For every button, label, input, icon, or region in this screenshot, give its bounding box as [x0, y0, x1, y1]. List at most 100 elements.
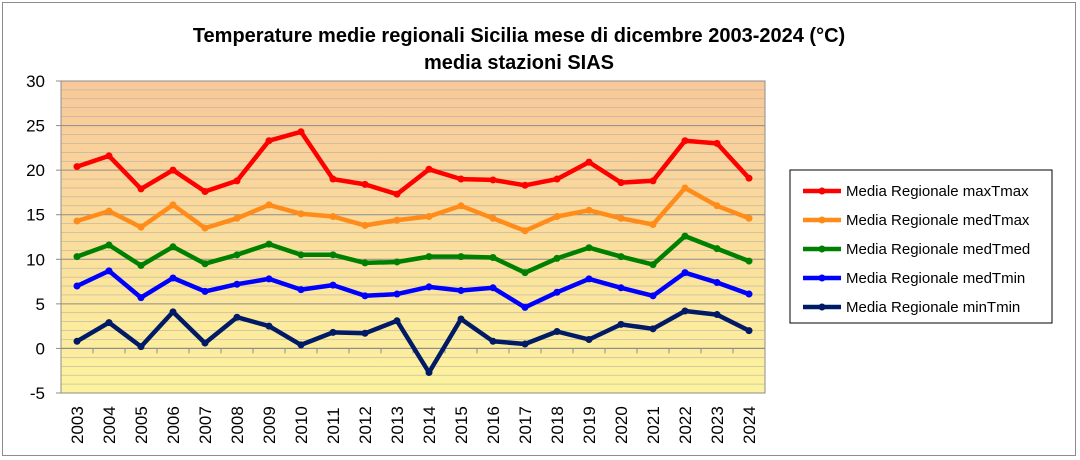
data-point	[393, 216, 401, 224]
data-point	[169, 243, 177, 251]
data-point	[489, 337, 497, 345]
data-point	[265, 275, 273, 283]
data-point	[361, 221, 369, 229]
x-tick-label: 2004	[100, 406, 119, 444]
data-point	[489, 254, 497, 262]
data-point	[297, 341, 305, 349]
data-point	[457, 253, 465, 261]
x-tick-label: 2010	[292, 406, 311, 444]
legend-label: Media Regionale medTmax	[846, 212, 1030, 229]
data-point	[73, 217, 81, 225]
data-point	[137, 262, 145, 270]
data-point	[73, 282, 81, 290]
data-point	[681, 307, 689, 315]
data-point	[201, 188, 209, 196]
legend-label: Media Regionale maxTmax	[846, 183, 1029, 200]
data-point	[361, 259, 369, 267]
data-point	[713, 311, 721, 319]
x-tick-label: 2020	[612, 406, 631, 444]
data-point	[169, 166, 177, 174]
data-point	[425, 368, 433, 376]
data-point	[713, 278, 721, 286]
data-point	[649, 325, 657, 333]
data-point	[169, 201, 177, 209]
data-point	[585, 336, 593, 344]
data-point	[297, 128, 305, 136]
data-point	[521, 340, 529, 348]
data-point	[713, 202, 721, 210]
data-point	[233, 251, 241, 259]
data-point	[393, 317, 401, 325]
data-point	[649, 261, 657, 269]
series-group	[73, 128, 753, 376]
data-point	[553, 212, 561, 220]
y-tick-label: 25	[26, 117, 45, 136]
data-point	[521, 269, 529, 277]
data-point	[265, 201, 273, 209]
x-tick-label: 2006	[164, 406, 183, 444]
data-point	[201, 339, 209, 347]
legend-marker	[818, 303, 826, 311]
data-point	[297, 210, 305, 218]
x-tick-label: 2013	[388, 406, 407, 444]
data-point	[329, 251, 337, 259]
data-point	[233, 313, 241, 321]
y-tick-label: -5	[30, 384, 45, 403]
line-chart: Temperature medie regionali Sicilia mese…	[26, 25, 1053, 444]
data-point	[201, 260, 209, 268]
data-point	[681, 137, 689, 145]
data-point	[745, 214, 753, 222]
data-point	[201, 287, 209, 295]
data-point	[681, 269, 689, 277]
y-tick-label: 15	[26, 206, 45, 225]
x-tick-label: 2015	[452, 406, 471, 444]
series-line	[74, 129, 752, 197]
data-point	[297, 286, 305, 294]
x-tick-label: 2007	[196, 406, 215, 444]
data-point	[73, 163, 81, 171]
data-point	[105, 241, 113, 249]
axes: -5 0 5 10 15 20 25 30 2003 2004 2005 2006 2007 2008 20…	[26, 72, 766, 444]
legend-box	[789, 169, 1053, 324]
data-point	[361, 329, 369, 337]
x-tick-label: 2011	[324, 407, 343, 444]
data-point	[425, 165, 433, 173]
data-point	[393, 190, 401, 198]
data-point	[553, 327, 561, 335]
data-point	[489, 214, 497, 222]
data-point	[585, 158, 593, 166]
data-point	[745, 257, 753, 265]
data-point	[361, 292, 369, 300]
data-point	[553, 288, 561, 296]
data-point	[169, 308, 177, 316]
legend-marker	[818, 274, 826, 282]
data-point	[329, 212, 337, 220]
data-point	[425, 253, 433, 261]
data-point	[137, 223, 145, 231]
data-point	[105, 319, 113, 327]
legend-label: Media Regionale medTmed	[846, 241, 1030, 258]
y-tick-label: 30	[26, 72, 45, 91]
y-tick-label: 5	[36, 295, 45, 314]
data-point	[617, 179, 625, 187]
data-point	[649, 177, 657, 185]
data-point	[329, 281, 337, 289]
x-tick-label: 2018	[548, 406, 567, 444]
data-point	[137, 343, 145, 351]
x-tick-label: 2023	[708, 406, 727, 444]
data-point	[457, 202, 465, 210]
legend: Media Regionale maxTmax Media Regionale m…	[789, 169, 1053, 324]
x-tick-label: 2016	[484, 406, 503, 444]
data-point	[73, 337, 81, 345]
data-point	[617, 320, 625, 328]
data-point	[233, 280, 241, 288]
x-tick-label: 2003	[68, 406, 87, 444]
legend-label: Media Regionale medTmin	[846, 270, 1025, 287]
data-point	[617, 214, 625, 222]
data-point	[169, 274, 177, 282]
data-point	[649, 221, 657, 229]
data-point	[265, 240, 273, 248]
x-tick-label: 2019	[580, 406, 599, 444]
x-tick-label: 2005	[132, 406, 151, 444]
